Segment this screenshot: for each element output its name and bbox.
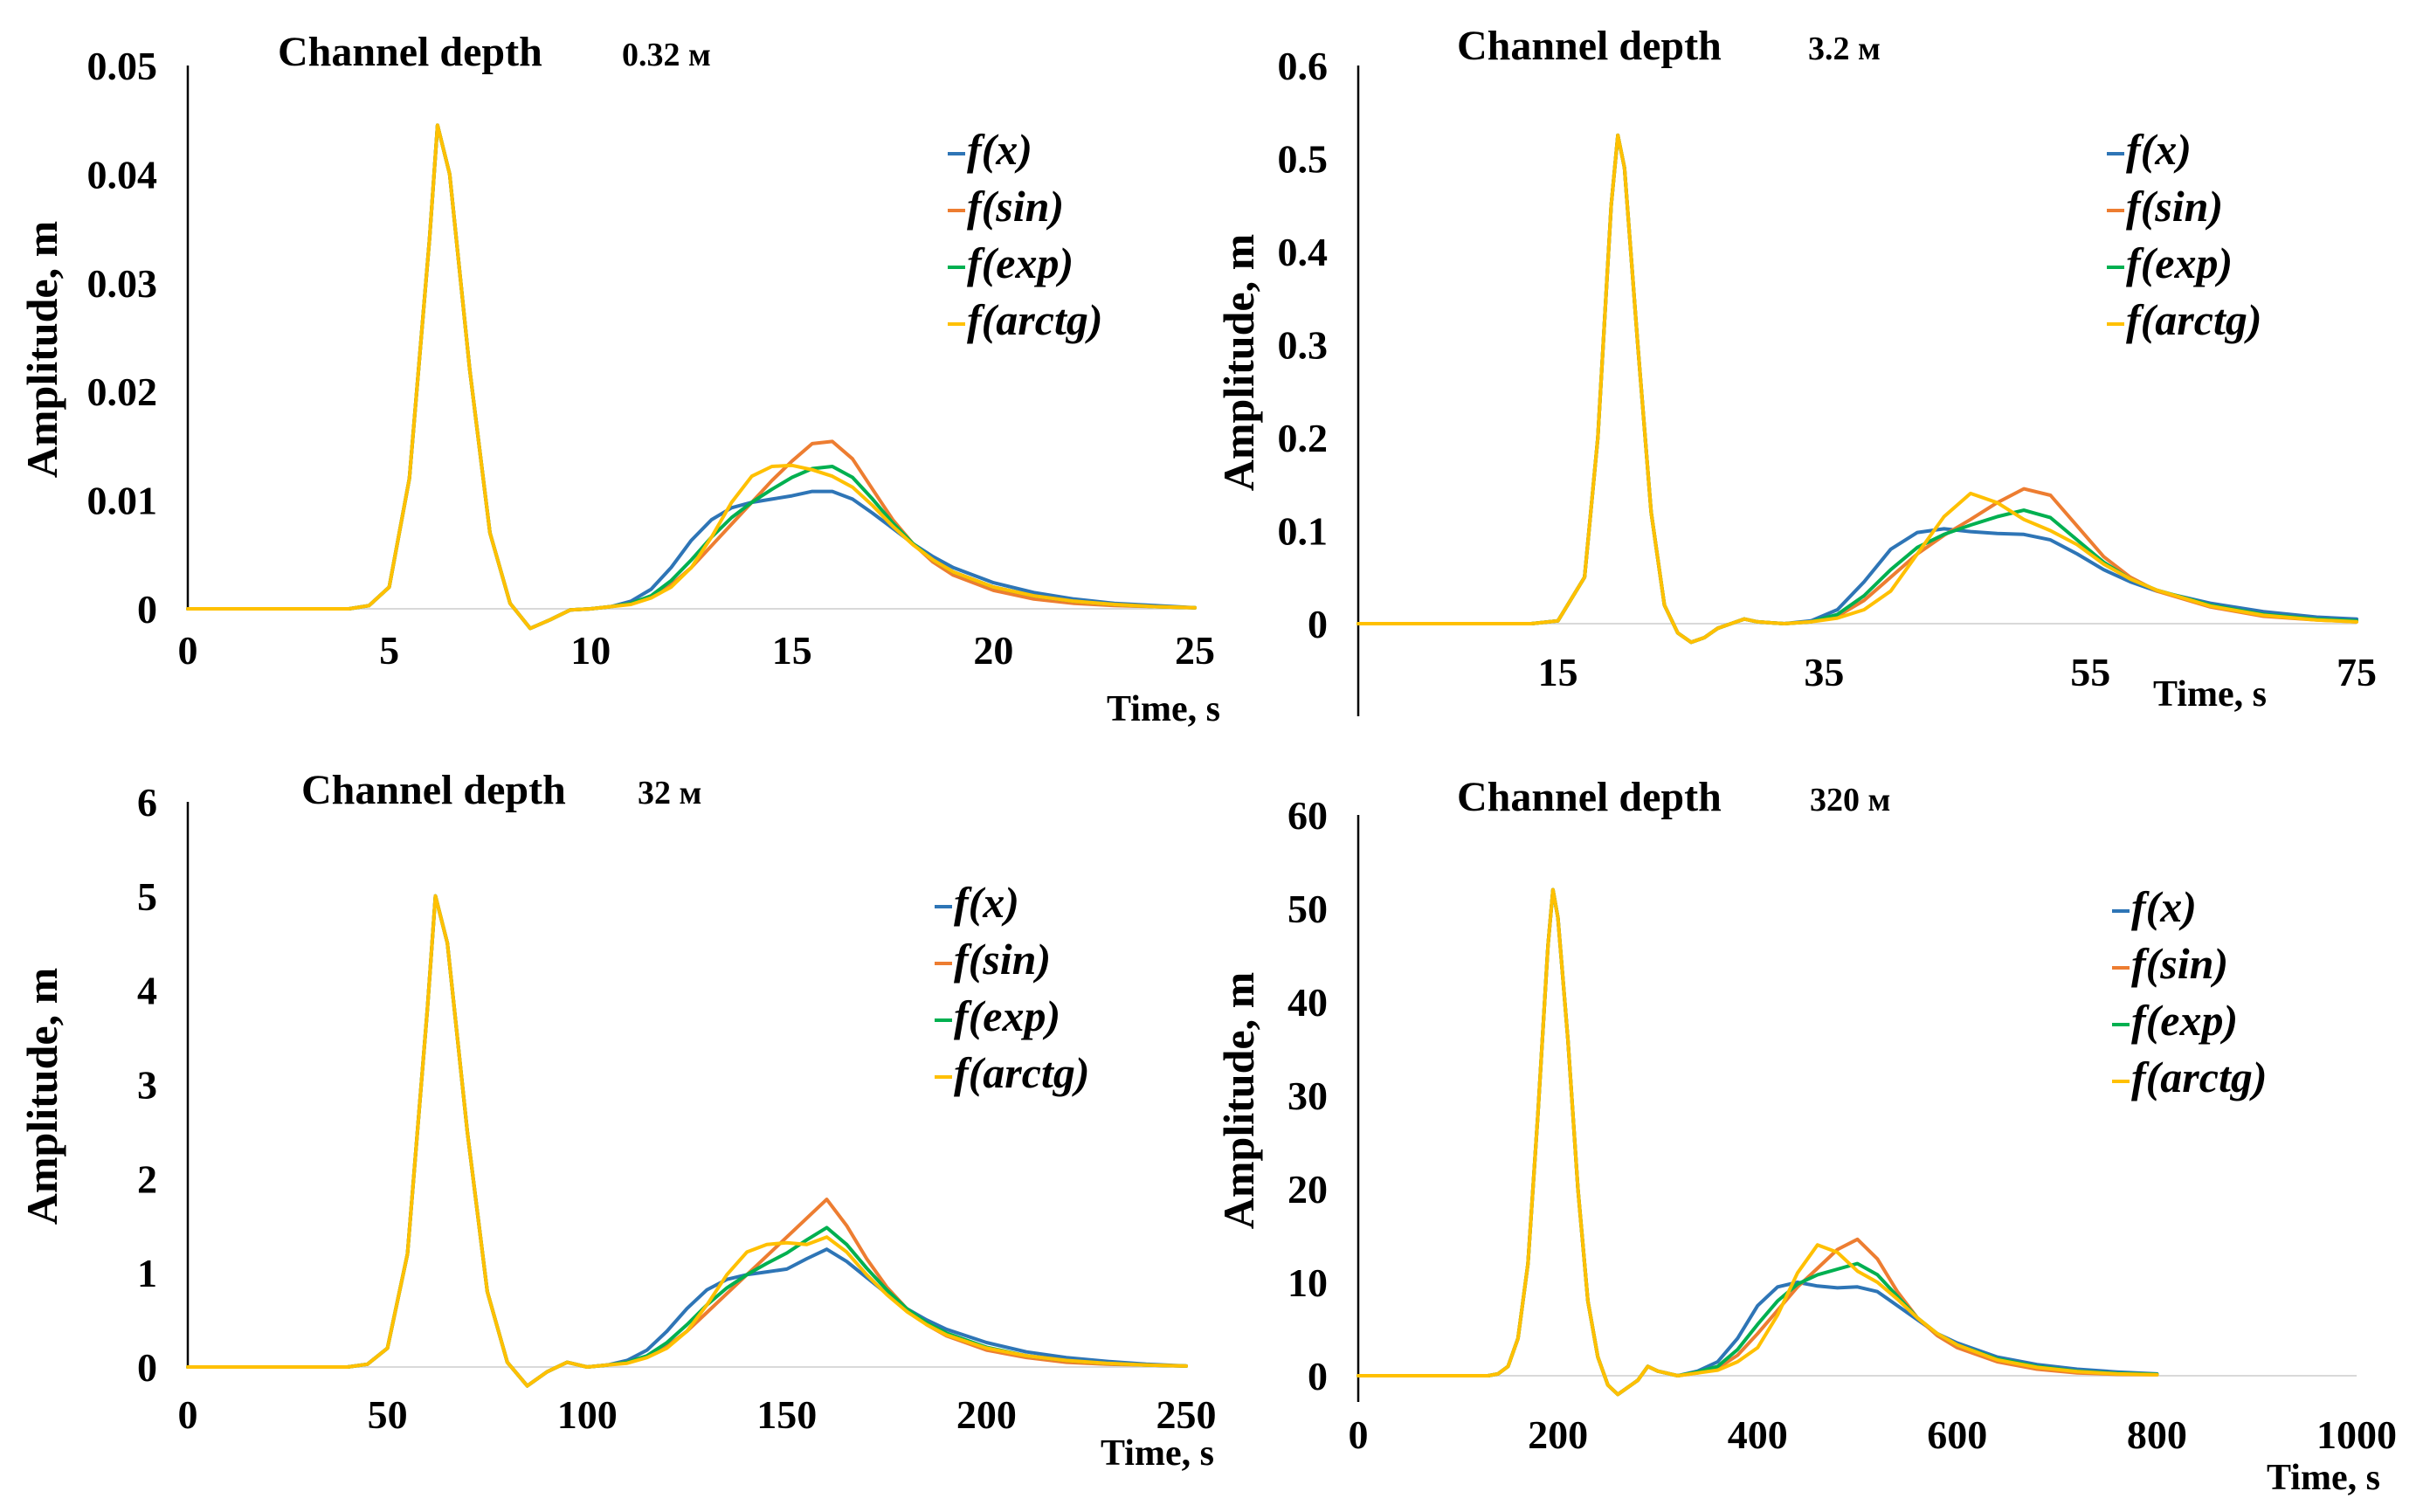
legend-label: f(x)	[2131, 882, 2197, 931]
y-tick-label: 0	[1308, 1354, 1328, 1398]
chart-panel-3: 0 1 2 3 4 5 6 0 50 100 150 200 250 Channel depth 32 м f…	[17, 767, 1217, 1474]
x-tick-label: 200	[956, 1392, 1017, 1437]
x-tick-label: 400	[1728, 1412, 1788, 1457]
x-tick-label: 55	[2070, 650, 2110, 694]
chart-title: Channel depth	[278, 29, 542, 75]
x-tick-label: 35	[1804, 650, 1844, 694]
y-tick-label: 0	[1308, 602, 1328, 646]
series-line-fsin	[1357, 887, 2159, 1397]
y-tick-label: 0.3	[1278, 323, 1329, 368]
chart-title-value: 32 м	[638, 775, 701, 811]
x-tick-label: 5	[379, 628, 399, 673]
y-tick-label: 0.5	[1278, 137, 1329, 182]
y-tick-label: 3	[137, 1063, 157, 1108]
y-tick-label: 40	[1287, 980, 1328, 1025]
legend-label: f(arctg)	[2126, 295, 2262, 344]
series-line-farctg	[1357, 133, 2358, 645]
y-tick-label: 20	[1287, 1167, 1328, 1212]
y-tick-label: 0	[137, 1345, 157, 1390]
y-tick-label: 0	[137, 587, 157, 632]
x-tick-label: 250	[1156, 1392, 1217, 1437]
legend-label: f(sin)	[2126, 182, 2223, 231]
chart-title-value: 320 м	[1810, 782, 1890, 818]
y-axis-label: Amplitude, m	[1214, 972, 1263, 1229]
y-tick-label: 0.6	[1278, 44, 1329, 88]
x-tick-label: 100	[557, 1392, 618, 1437]
legend-label: f(x)	[954, 878, 1019, 927]
legend-label: f(exp)	[967, 238, 1073, 287]
y-tick-label: 0.1	[1278, 509, 1329, 554]
y-tick-label: 0.04	[87, 152, 158, 197]
chart-panel-2: 0 0.1 0.2 0.3 0.4 0.5 0.6 15 35 55 75 Channel depth…	[1214, 23, 2377, 716]
x-tick-label: 800	[2127, 1412, 2187, 1457]
chart-title: Channel depth	[1457, 774, 1722, 820]
legend-label: f(exp)	[2131, 996, 2238, 1045]
chart-panel-1: 0 0.01 0.02 0.03 0.04 0.05 0 5 10 15 20 25 Channel d…	[17, 29, 1220, 729]
x-tick-label: 600	[1927, 1412, 1987, 1457]
x-tick-label: 10	[570, 628, 611, 673]
series-line-farctg	[186, 123, 1197, 631]
x-tick-label: 50	[368, 1392, 408, 1437]
x-tick-label: 0	[178, 628, 198, 673]
chart-title: Channel depth	[301, 767, 566, 813]
y-tick-label: 1	[137, 1251, 157, 1295]
x-tick-label: 20	[973, 628, 1013, 673]
x-tick-label: 75	[2337, 650, 2377, 694]
chart-title: Channel depth	[1457, 23, 1722, 69]
y-tick-label: 0.05	[87, 44, 158, 88]
legend-label: f(sin)	[2131, 939, 2228, 988]
y-tick-label: 10	[1287, 1260, 1328, 1305]
legend-label: f(sin)	[954, 935, 1051, 984]
x-tick-label: 15	[1538, 650, 1578, 694]
y-tick-label: 50	[1287, 887, 1328, 931]
y-axis-label: Amplitude, m	[1214, 234, 1263, 491]
y-tick-label: 0.02	[87, 369, 158, 414]
x-axis-label: Time, s	[1107, 689, 1220, 729]
y-tick-label: 5	[137, 874, 157, 919]
y-tick-label: 0.2	[1278, 416, 1329, 460]
x-tick-label: 15	[772, 628, 812, 673]
x-axis-label: Time, s	[1101, 1433, 1214, 1474]
x-tick-label: 200	[1528, 1412, 1588, 1457]
legend-label: f(arctg)	[2131, 1053, 2268, 1101]
x-axis-label: Time, s	[2153, 674, 2267, 715]
legend-label: f(exp)	[2126, 238, 2233, 287]
y-tick-label: 60	[1287, 793, 1328, 838]
y-tick-label: 0.01	[87, 479, 158, 523]
y-tick-label: 0.4	[1278, 230, 1329, 274]
series-line-farctg	[186, 894, 1188, 1388]
series-line-fexp	[1357, 887, 2159, 1397]
x-axis-label: Time, s	[2267, 1458, 2380, 1498]
series-line-farctg	[1357, 887, 2159, 1397]
legend-label: f(x)	[967, 125, 1032, 174]
x-tick-label: 0	[178, 1392, 198, 1437]
legend-label: f(arctg)	[954, 1048, 1090, 1097]
y-tick-label: 6	[137, 780, 157, 825]
y-axis-label: Amplitude, m	[17, 221, 66, 478]
x-tick-label: 1000	[2316, 1412, 2397, 1457]
legend-label: f(exp)	[954, 991, 1060, 1040]
x-tick-label: 25	[1175, 628, 1215, 673]
x-tick-label: 0	[1349, 1412, 1369, 1457]
legend-label: f(arctg)	[967, 295, 1103, 344]
chart-title-value: 0.32 м	[622, 37, 711, 73]
x-tick-label: 150	[756, 1392, 817, 1437]
y-tick-label: 0.03	[87, 261, 158, 306]
series-line-fx	[1357, 887, 2159, 1397]
y-tick-label: 30	[1287, 1074, 1328, 1118]
y-tick-label: 2	[137, 1156, 157, 1201]
legend-label: f(sin)	[967, 182, 1064, 231]
chart-title-value: 3.2 м	[1808, 31, 1881, 67]
legend-label: f(x)	[2126, 125, 2192, 174]
y-axis-label: Amplitude, m	[17, 968, 66, 1225]
y-tick-label: 4	[137, 969, 157, 1013]
